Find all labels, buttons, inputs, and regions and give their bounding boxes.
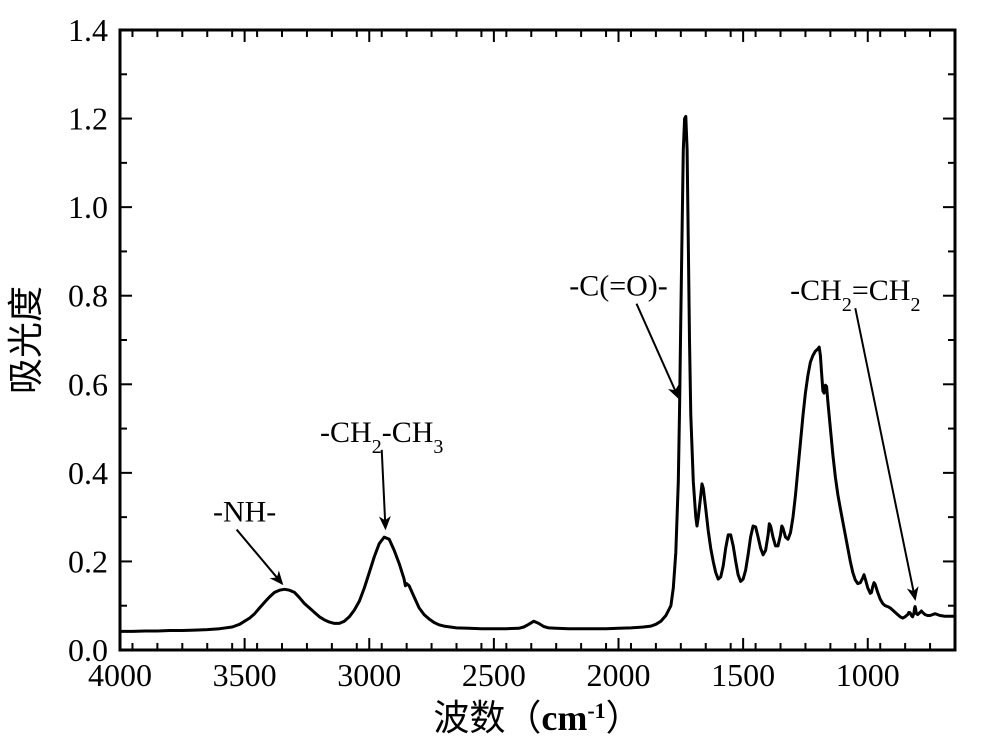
y-tick-label: 1.4: [68, 12, 108, 48]
x-tick-label: 3000: [337, 657, 401, 693]
x-tick-label: 1000: [836, 657, 900, 693]
x-tick-label: 2500: [462, 657, 526, 693]
spectrum-line: [120, 116, 955, 631]
x-axis-label: 波数（cm-1）: [433, 698, 641, 739]
annotation-arrow: [237, 530, 282, 584]
y-tick-label: 1.0: [68, 189, 108, 225]
x-tick-label: 3500: [213, 657, 277, 693]
y-tick-label: 0.4: [68, 455, 108, 491]
annotation-arrow: [637, 304, 679, 398]
y-tick-label: 0.8: [68, 278, 108, 314]
y-tick-label: 1.2: [68, 101, 108, 137]
peak-annotation: -C(=O)-: [569, 270, 668, 303]
y-axis-label: 吸光度: [6, 286, 46, 394]
peak-annotation: -NH-: [213, 496, 276, 529]
annotation-arrow: [855, 308, 915, 599]
y-tick-label: 0.2: [68, 543, 108, 579]
x-tick-label: 1500: [711, 657, 775, 693]
ir-spectrum-chart: 40003500300025002000150010000.00.20.40.6…: [0, 0, 988, 750]
x-tick-label: 2000: [587, 657, 651, 693]
y-tick-label: 0.6: [68, 366, 108, 402]
annotation-arrow: [382, 450, 386, 528]
chart-svg: 40003500300025002000150010000.00.20.40.6…: [0, 0, 988, 750]
y-tick-label: 0.0: [68, 632, 108, 668]
